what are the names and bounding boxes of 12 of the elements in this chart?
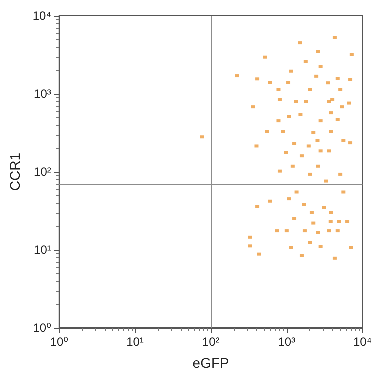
- x-tick-label: 10⁰: [50, 335, 69, 349]
- y-tick-label: 10⁰: [33, 321, 52, 335]
- y-tick-label: 10³: [34, 87, 52, 101]
- x-tick-label: 10³: [278, 335, 296, 349]
- x-tick-label: 10²: [202, 335, 220, 349]
- y-tick-label: 10¹: [34, 243, 52, 257]
- x-axis-title: eGFP: [192, 355, 230, 371]
- x-tick-label: 10¹: [126, 335, 144, 349]
- x-tick-label: 10⁴: [353, 335, 372, 349]
- y-axis-title: CCR1: [7, 152, 23, 192]
- y-tick-label: 10⁴: [32, 9, 52, 23]
- y-tick-label: 10²: [34, 165, 52, 179]
